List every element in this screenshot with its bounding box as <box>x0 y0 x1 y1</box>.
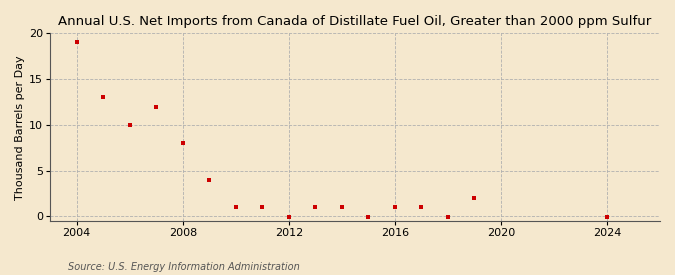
Point <box>230 205 241 210</box>
Point <box>389 205 400 210</box>
Point <box>257 205 268 210</box>
Point <box>310 205 321 210</box>
Point <box>284 215 294 219</box>
Point <box>98 95 109 100</box>
Y-axis label: Thousand Barrels per Day: Thousand Barrels per Day <box>15 55 25 199</box>
Point <box>151 104 162 109</box>
Point <box>124 123 135 127</box>
Point <box>443 215 454 219</box>
Point <box>601 215 612 219</box>
Point <box>363 215 374 219</box>
Title: Annual U.S. Net Imports from Canada of Distillate Fuel Oil, Greater than 2000 pp: Annual U.S. Net Imports from Canada of D… <box>59 15 652 28</box>
Point <box>336 205 347 210</box>
Point <box>72 40 82 45</box>
Point <box>469 196 480 200</box>
Point <box>204 178 215 182</box>
Point <box>178 141 188 145</box>
Text: Source: U.S. Energy Information Administration: Source: U.S. Energy Information Administ… <box>68 262 299 272</box>
Point <box>416 205 427 210</box>
